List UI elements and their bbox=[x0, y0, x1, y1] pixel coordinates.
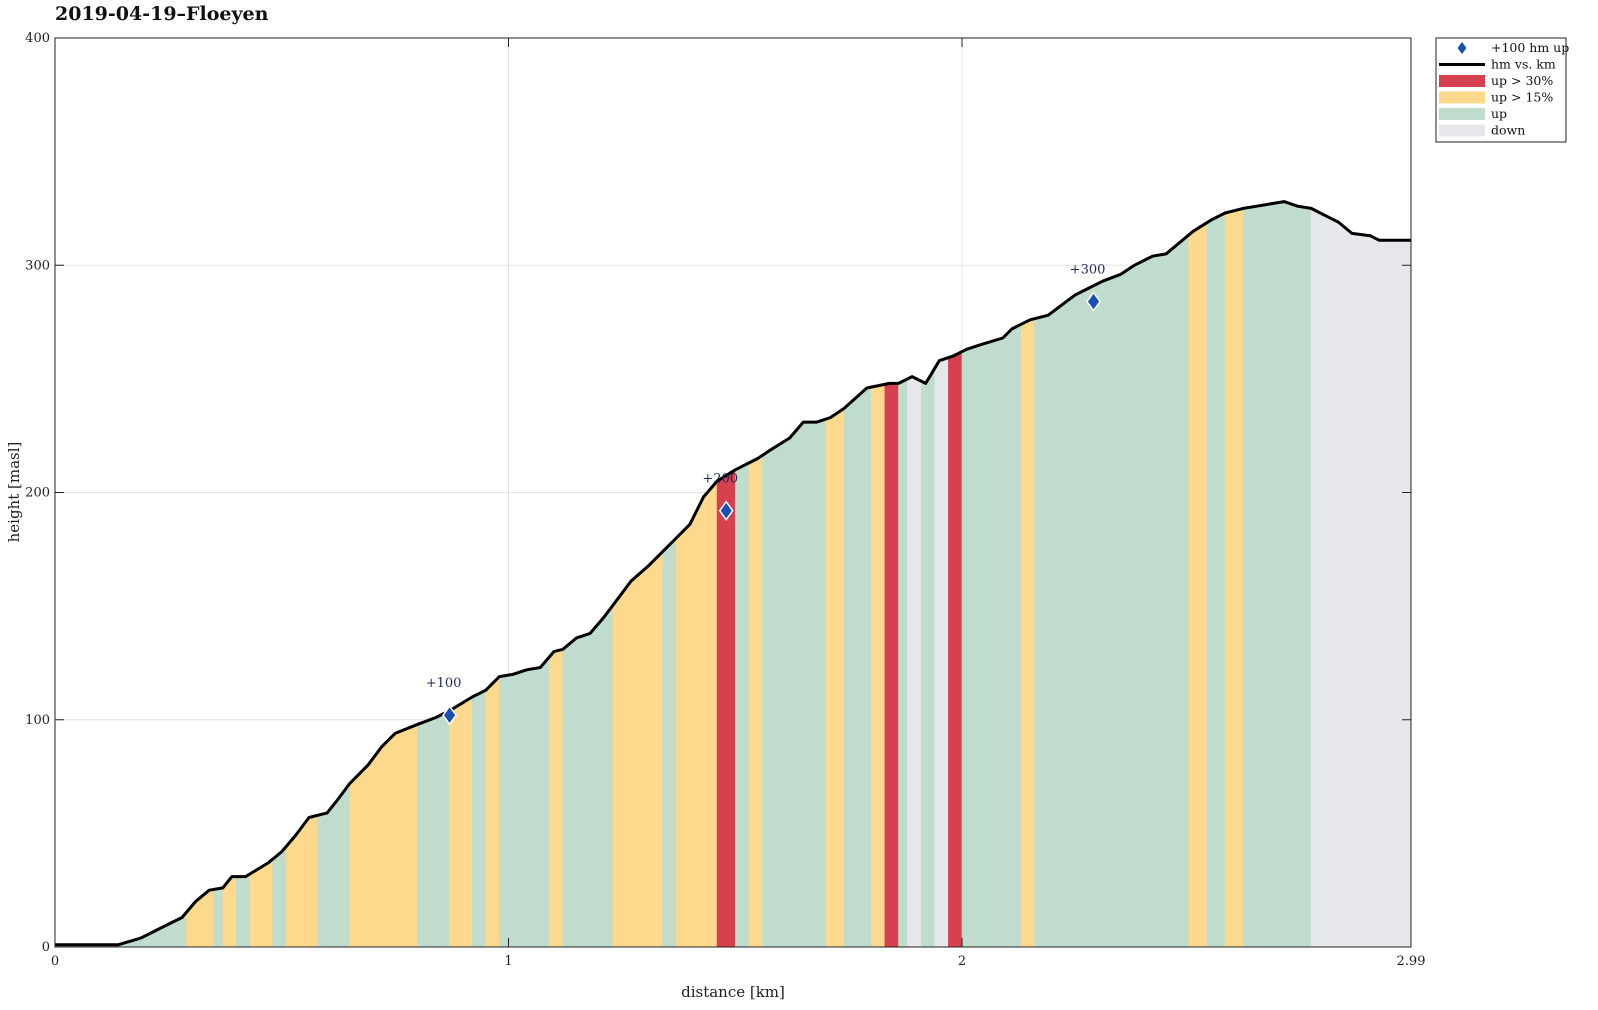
segment-down bbox=[907, 376, 922, 948]
x-axis-label: distance [km] bbox=[681, 983, 785, 1001]
x-tick-label: 0 bbox=[51, 954, 59, 969]
legend-label: up bbox=[1491, 106, 1507, 121]
chart-title: 2019-04-19–Floeyen bbox=[55, 3, 269, 25]
x-tick-label: 2 bbox=[958, 954, 966, 969]
legend-label: up > 15% bbox=[1491, 90, 1553, 105]
y-tick-label: 300 bbox=[25, 258, 50, 273]
axis-ticks: 0 1 2 2.99 0 100 200 300 400 bbox=[25, 31, 1425, 969]
legend-item-medium: up > 15% bbox=[1439, 90, 1553, 105]
segment-medium bbox=[449, 696, 473, 948]
segment-up bbox=[272, 845, 287, 948]
segment-medium bbox=[676, 480, 718, 948]
hm-marker-label: +300 bbox=[1070, 263, 1106, 278]
y-tick-label: 200 bbox=[25, 486, 50, 501]
legend-swatch-steep bbox=[1439, 75, 1485, 87]
segment-up bbox=[499, 656, 550, 948]
y-tick-label: 0 bbox=[42, 940, 50, 955]
legend-item-steep: up > 30% bbox=[1439, 73, 1553, 88]
x-tick-label: 1 bbox=[504, 954, 512, 969]
segment-up bbox=[961, 323, 1022, 948]
segment-medium bbox=[485, 675, 500, 948]
segment-up bbox=[1242, 201, 1312, 948]
gradient-segments bbox=[54, 201, 1412, 948]
profile-line-group bbox=[55, 200, 1411, 947]
legend-item-marker: +100 hm up bbox=[1456, 40, 1569, 56]
legend-label: up > 30% bbox=[1491, 73, 1553, 88]
segment-steep bbox=[884, 383, 899, 948]
segment-up bbox=[662, 537, 677, 948]
legend-swatch-up bbox=[1439, 108, 1485, 120]
legend-item-up: up bbox=[1439, 106, 1507, 121]
legend-label: hm vs. km bbox=[1491, 57, 1556, 72]
legend-label: down bbox=[1491, 123, 1525, 138]
segment-medium bbox=[871, 383, 886, 948]
segment-down bbox=[934, 357, 949, 948]
legend-swatch-medium bbox=[1439, 91, 1485, 104]
segment-up bbox=[236, 873, 251, 948]
segment-up bbox=[920, 367, 936, 948]
segment-up bbox=[562, 604, 614, 948]
segment-up bbox=[898, 378, 908, 948]
profile-line bbox=[55, 200, 1411, 947]
segment-medium bbox=[1224, 208, 1244, 948]
y-tick-label: 100 bbox=[25, 713, 50, 728]
segment-medium bbox=[825, 407, 845, 948]
segment-medium bbox=[1020, 318, 1035, 948]
legend-label: +100 hm up bbox=[1491, 40, 1569, 55]
segment-steep bbox=[716, 469, 736, 948]
legend-item-line: hm vs. km bbox=[1439, 57, 1556, 72]
segment-up bbox=[471, 689, 487, 948]
segment-up bbox=[762, 418, 827, 948]
x-tick-label: 2.99 bbox=[1397, 954, 1426, 969]
segment-medium bbox=[612, 550, 663, 948]
legend-item-down: down bbox=[1439, 123, 1525, 138]
segment-up bbox=[417, 710, 450, 948]
segment-down bbox=[1310, 207, 1412, 948]
segment-up bbox=[213, 887, 224, 948]
segment-steep bbox=[948, 351, 963, 948]
hm-marker-label: +200 bbox=[702, 472, 738, 487]
legend-marker-icon bbox=[1456, 40, 1468, 56]
segment-up bbox=[1034, 234, 1190, 948]
legend-swatch-down bbox=[1439, 124, 1485, 137]
segment-medium bbox=[1188, 222, 1208, 948]
y-axis-label: height [masl] bbox=[5, 442, 23, 543]
y-tick-label: 400 bbox=[25, 31, 50, 46]
segment-medium bbox=[549, 648, 564, 948]
hm-markers: +100 +200 +300 bbox=[426, 263, 1106, 726]
hm-marker bbox=[442, 704, 457, 726]
segment-up bbox=[735, 462, 750, 948]
segment-up bbox=[1206, 212, 1226, 948]
hm-marker bbox=[1086, 291, 1101, 312]
segment-medium bbox=[748, 454, 763, 948]
hm-marker bbox=[718, 500, 734, 521]
hm-marker-label: +100 bbox=[426, 676, 462, 691]
segment-up bbox=[843, 386, 872, 948]
